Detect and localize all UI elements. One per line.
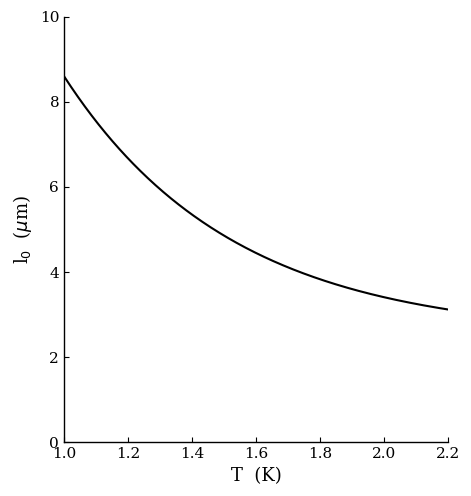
X-axis label: T  (K): T (K) — [230, 467, 281, 485]
Y-axis label: l$_0$  ($\mu$m): l$_0$ ($\mu$m) — [11, 195, 34, 264]
